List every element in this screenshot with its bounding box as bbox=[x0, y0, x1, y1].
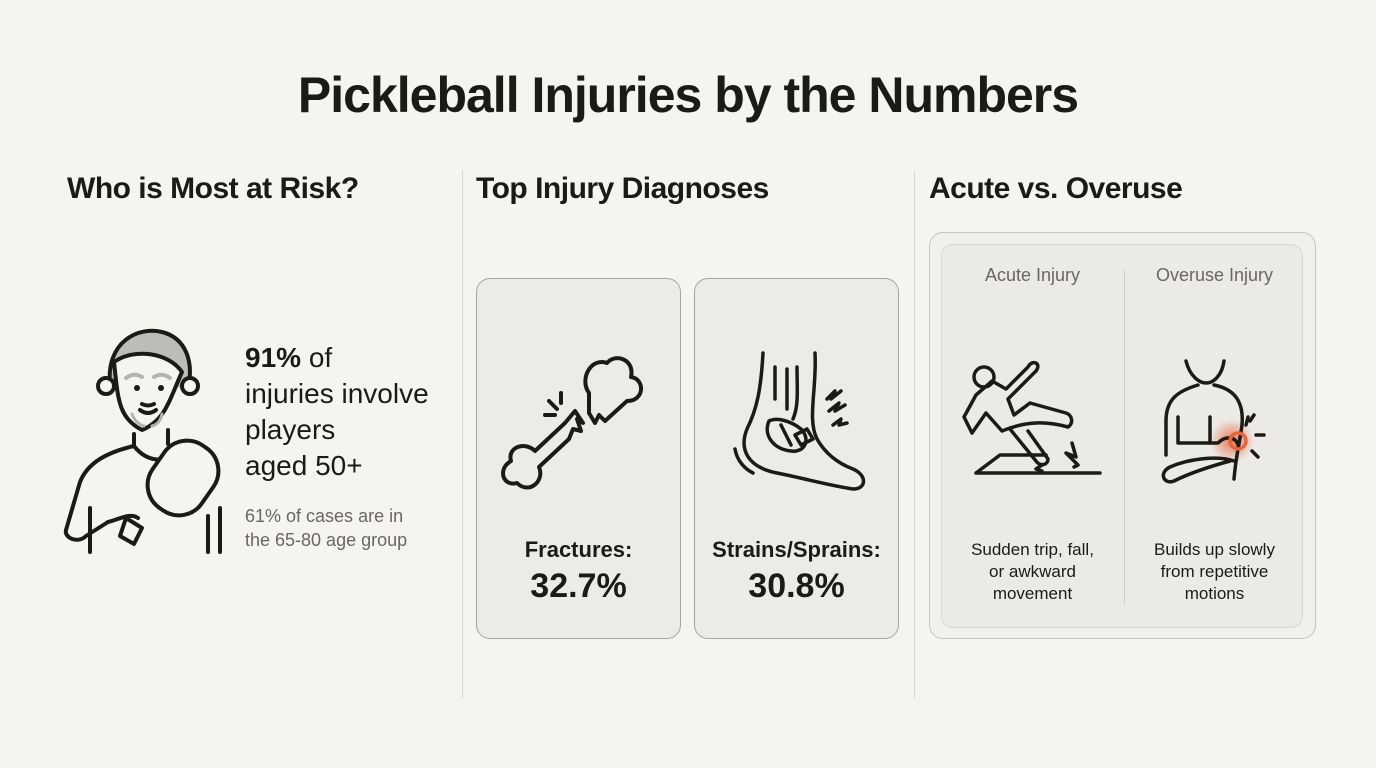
section-heading-risk: Who is Most at Risk? bbox=[67, 172, 359, 205]
column-heading: Overuse Injury bbox=[1155, 265, 1274, 285]
injury-type-inner: Acute Injury Sudden trip, fall, or awkwa… bbox=[941, 244, 1303, 628]
column-description: Builds up slowly from repetitive motions bbox=[1154, 540, 1275, 603]
column-divider bbox=[462, 170, 463, 698]
acute-injury-column: Acute Injury Sudden trip, fall, or awkwa… bbox=[942, 245, 1123, 627]
column-description: Sudden trip, fall, or awkward movement bbox=[971, 540, 1094, 603]
injury-type-panel: Acute Injury Sudden trip, fall, or awkwa… bbox=[929, 232, 1316, 639]
broken-bone-icon bbox=[501, 356, 643, 490]
diagnosis-label: Strains/Sprains: bbox=[712, 537, 881, 562]
diagnosis-card-fractures: Fractures: 32.7% bbox=[476, 278, 681, 639]
older-player-with-paddle-icon bbox=[63, 328, 222, 554]
age-stat-value: 91% bbox=[245, 342, 302, 373]
diagnosis-value: 30.8% bbox=[748, 567, 845, 605]
section-heading-types: Acute vs. Overuse bbox=[929, 172, 1183, 205]
page-title: Pickleball Injuries by the Numbers bbox=[297, 67, 1079, 123]
age-group-subtext: 61% of cases are in the 65-80 age group bbox=[245, 506, 408, 550]
sprained-ankle-icon bbox=[733, 351, 866, 491]
age-stat: 91% of injuries involve players aged 50+ bbox=[245, 342, 429, 481]
overuse-injury-column: Overuse Injury Builds up slowly from rep… bbox=[1124, 245, 1305, 627]
diagnosis-label: Fractures: bbox=[524, 537, 633, 562]
section-heading-diagnoses: Top Injury Diagnoses bbox=[476, 172, 769, 205]
column-divider bbox=[1124, 269, 1125, 605]
falling-person-icon bbox=[962, 360, 1102, 475]
diagnosis-card-strains: Strains/Sprains: 30.8% bbox=[694, 278, 899, 639]
column-divider bbox=[914, 170, 915, 698]
diagnosis-value: 32.7% bbox=[530, 567, 627, 605]
column-heading: Acute Injury bbox=[984, 265, 1081, 285]
elbow-pain-icon bbox=[1161, 359, 1266, 484]
